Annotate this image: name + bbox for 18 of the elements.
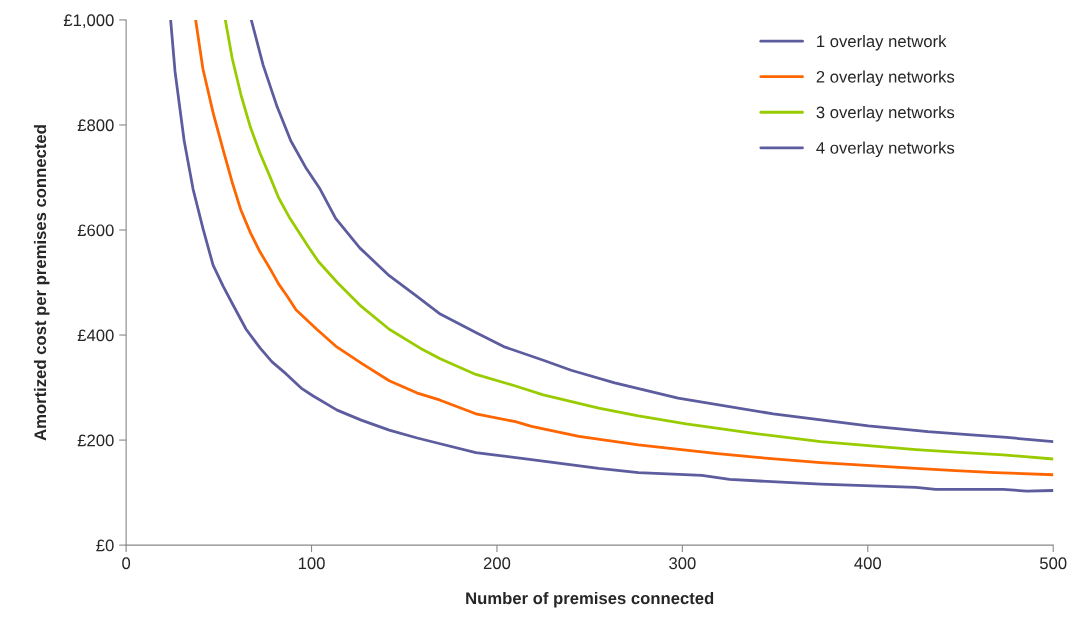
x-tick-label: 100 — [298, 557, 325, 570]
legend-label: 4 overlay networks — [816, 141, 955, 158]
legend-label: 3 overlay networks — [816, 106, 955, 122]
x-tick-label: 300 — [669, 557, 696, 570]
y-tick-label: £1,000 — [63, 14, 114, 29]
x-tick-label: 200 — [483, 557, 511, 570]
x-tick-label: 400 — [854, 557, 882, 570]
y-tick-label: £800 — [77, 119, 114, 132]
y-tick-label: £400 — [77, 329, 114, 342]
x-tick-label: 500 — [1039, 557, 1067, 570]
y-axis-title: Amortized cost per premises connected — [33, 125, 50, 441]
y-tick-label: £600 — [77, 224, 114, 237]
legend-label: 1 overlay network — [817, 34, 947, 51]
legend-label: 2 overlay networks — [816, 70, 955, 87]
y-tick-label: £200 — [77, 434, 114, 447]
y-tick-label: £0 — [96, 539, 114, 552]
x-tick-label: 0 — [122, 557, 131, 570]
x-axis-title: Number of premises connected — [466, 591, 714, 608]
